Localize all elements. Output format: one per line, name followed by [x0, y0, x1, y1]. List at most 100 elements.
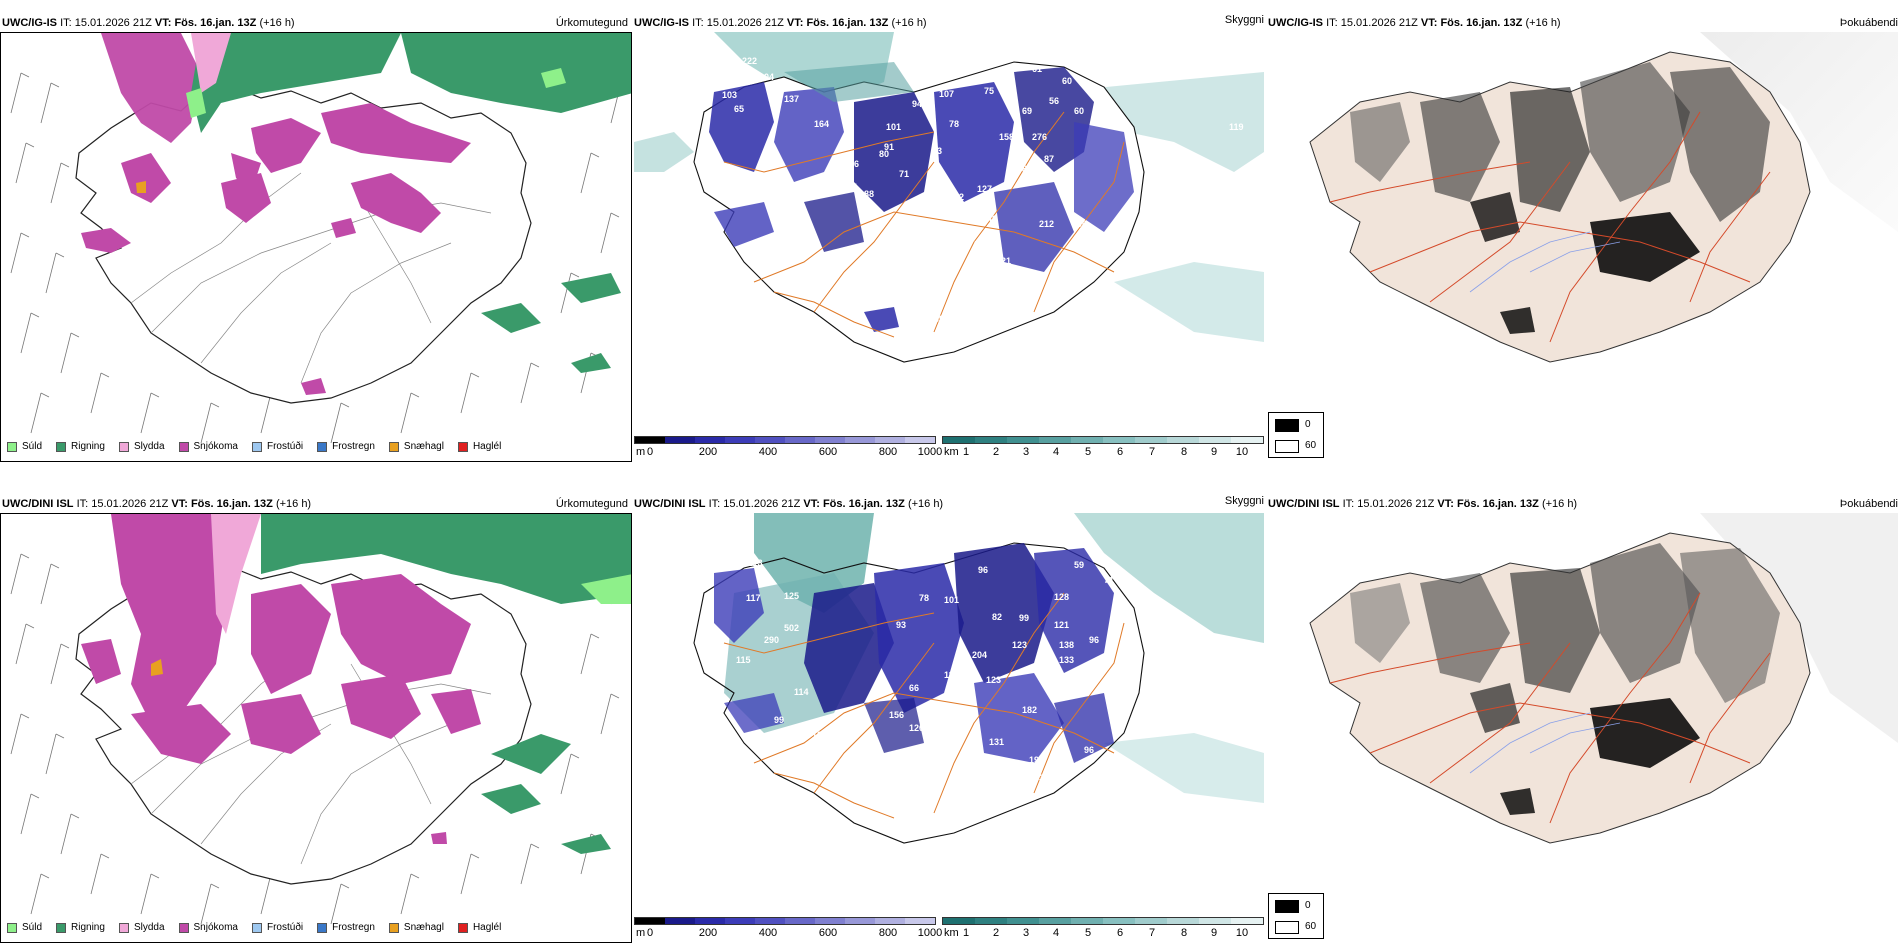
fog-map-top[interactable] — [1270, 32, 1898, 412]
precip-map-bottom[interactable]: Súld Rigning Slydda Snjókoma Frostúði Fr… — [0, 513, 632, 943]
fog-swatch-dark — [1275, 419, 1299, 432]
swatch — [7, 441, 17, 452]
vis-label: 106 — [1072, 219, 1087, 229]
legend-item-snjokoma: Snjókoma — [178, 922, 238, 933]
legend-label: Haglél — [472, 922, 502, 933]
vis-label: 104 — [759, 72, 774, 82]
panel-type-fog: Þokuábendi — [1839, 17, 1898, 29]
visibility-colorbar-km-top — [942, 436, 1264, 444]
tick: 10 — [1235, 927, 1249, 939]
fog-map-bottom[interactable] — [1270, 513, 1898, 893]
legend-label: Frostúði — [266, 441, 304, 452]
tick: 800 — [878, 927, 898, 939]
panel-header-top-left: UWC/IG-IS IT: 15.01.2026 21Z VT: Fös. 16… — [2, 17, 295, 30]
vis-label: 67 — [754, 239, 764, 249]
vis-label: 222 — [742, 56, 757, 66]
tick: 6 — [1116, 927, 1124, 939]
visibility-value-labels: 192 113 125 67 96 59 71 78 101 93 128 12… — [704, 538, 1114, 783]
legend-item-frostregn: Frostregn — [317, 441, 375, 452]
road-network — [723, 592, 1125, 819]
vt-value: Fös. 16.jan. 13Z — [1456, 498, 1539, 510]
swatch — [178, 441, 189, 452]
vt-label: VT: — [154, 17, 172, 29]
vis-label: 155 — [1049, 690, 1064, 700]
visibility-value-labels: 222 104 103 65 137 164 128 97 81 111 80 … — [722, 56, 1244, 324]
fog-swatch-light — [1275, 440, 1299, 453]
vis-label: 106 — [812, 730, 827, 740]
visibility-map-bottom[interactable]: 192 113 125 67 96 59 71 78 101 93 128 12… — [634, 513, 1264, 913]
vis-label: 131 — [989, 737, 1004, 747]
vis-label: 111 — [844, 182, 858, 192]
it-label: IT: — [708, 498, 721, 510]
vis-label: 60 — [1062, 76, 1072, 86]
vt-label: VT: — [1437, 498, 1454, 510]
vis-label: 33 — [932, 146, 942, 156]
vt-label: VT: — [171, 498, 188, 510]
vis-label: 122 — [949, 192, 964, 202]
lead-time: (+16 h) — [1541, 498, 1578, 510]
tick: 5 — [1084, 927, 1092, 939]
panel-type-precip: Úrkomutegund — [555, 498, 628, 510]
tick: 7 — [1148, 446, 1156, 458]
visibility-colorbar-m-bottom — [634, 917, 936, 925]
legend-label: Snjókoma — [193, 922, 238, 933]
road-network — [723, 111, 1125, 338]
vis-label: 117 — [704, 683, 719, 693]
panel-header-top-middle: UWC/IG-IS IT: 15.01.2026 21Z VT: Fös. 16… — [634, 17, 927, 30]
vis-label: 112 — [944, 670, 959, 680]
fog-legend-low: 60 — [1305, 921, 1317, 932]
visibility-colorbar-m-top — [634, 436, 936, 444]
vis-label: 182 — [1022, 705, 1037, 715]
legend-item-frostudi: Frostúði — [251, 922, 303, 933]
panel-type-visibility: Skyggni — [1224, 495, 1264, 507]
vis-label: 161 — [999, 286, 1014, 296]
swatch — [388, 922, 399, 933]
vis-label: 60 — [1074, 106, 1084, 116]
visibility-map-top[interactable]: 222 104 103 65 137 164 128 97 81 111 80 … — [634, 32, 1264, 432]
panel-header-top-right: UWC/IG-IS IT: 15.01.2026 21Z VT: Fös. 16… — [1268, 17, 1561, 30]
unit-label: m — [636, 446, 646, 458]
legend-item-frostregn: Frostregn — [317, 922, 375, 933]
vis-label: 61 — [1032, 64, 1042, 74]
vis-label: 99 — [1019, 613, 1029, 623]
visibility-colorbar-km-bottom — [942, 917, 1264, 925]
vis-label: 502 — [784, 623, 799, 633]
swatch — [317, 922, 328, 933]
tick: 3 — [1022, 927, 1030, 939]
tick: 200 — [698, 446, 718, 458]
legend-label: Slydda — [133, 922, 165, 933]
panel-header-bottom-left: UWC/DINI ISL IT: 15.01.2026 21Z VT: Fös.… — [2, 498, 311, 511]
vis-label: 71 — [1104, 575, 1114, 585]
vt-label: VT: — [803, 498, 820, 510]
road-network — [1329, 111, 1771, 343]
legend-item-suld: Súld — [7, 441, 42, 452]
vis-label: 71 — [899, 169, 909, 179]
tick: 6 — [1116, 446, 1124, 458]
vis-label: 66 — [909, 683, 919, 693]
vis-label: 101 — [944, 595, 959, 605]
it-label: IT: — [1326, 17, 1338, 29]
legend-item-suld: Súld — [7, 922, 42, 933]
model-name: UWC/IG-IS — [1268, 17, 1323, 29]
panel-type-visibility: Skyggni — [1224, 14, 1264, 26]
legend-item-snjokoma: Snjókoma — [178, 441, 238, 452]
vis-label: 86 — [849, 159, 859, 169]
vt-value: Fös. 16.jan. 13Z — [1440, 17, 1523, 29]
swatch — [457, 922, 468, 933]
vis-label: 156 — [889, 710, 904, 720]
panel-type-precip: Úrkomutegund — [555, 17, 628, 29]
iceland-outline — [693, 542, 1145, 844]
tick: 10 — [1235, 446, 1249, 458]
vis-label: 117 — [746, 593, 761, 603]
unit-label: m — [636, 927, 646, 939]
tick: 0 — [646, 927, 654, 939]
precip-map-top[interactable]: Súld Rigning Slydda Snjókoma Frostúði Fr… — [0, 32, 632, 462]
tick: 9 — [1210, 927, 1218, 939]
vis-label: 124 — [1070, 760, 1085, 770]
unit-label: km — [944, 446, 959, 458]
vis-label: 89 — [1100, 660, 1110, 670]
model-name: UWC/DINI ISL — [1268, 498, 1340, 510]
model-name: UWC/DINI ISL — [2, 498, 74, 510]
tick: 1 — [962, 446, 970, 458]
vt-value: Fös. 16.jan. 13Z — [174, 17, 257, 29]
